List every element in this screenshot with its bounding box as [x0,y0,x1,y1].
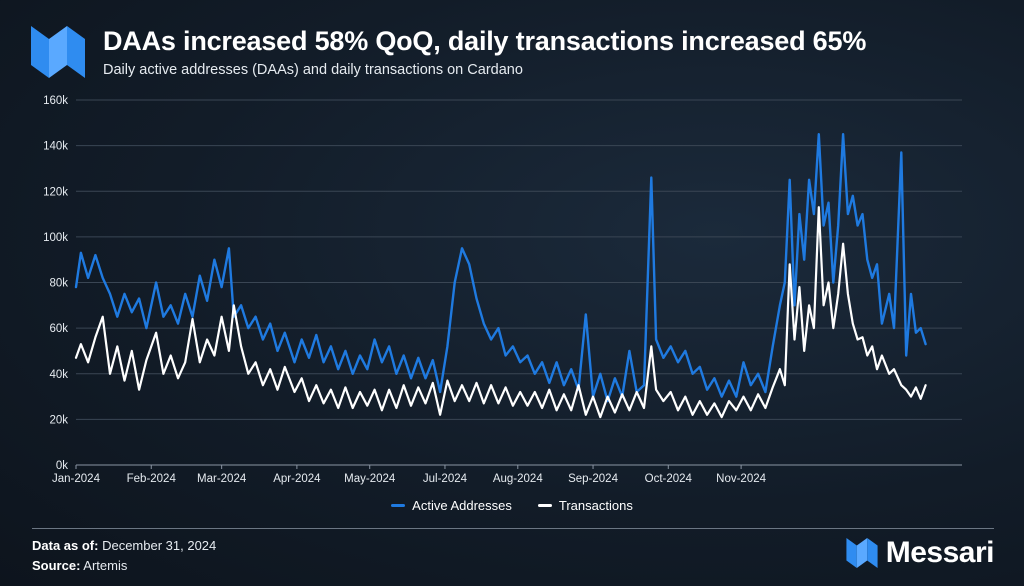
x-tick-label: Feb-2024 [127,473,177,485]
footer-divider [32,528,994,529]
x-tick-label: Nov-2024 [716,473,766,485]
legend-item-active-addresses[interactable]: Active Addresses [391,498,512,513]
y-tick-label: 100k [43,232,68,244]
y-tick-label: 40k [49,369,68,381]
legend-item-transactions[interactable]: Transactions [537,498,633,513]
brand: Messari [846,536,995,570]
legend-swatch-transactions [537,504,552,507]
source-label: Source: [32,558,81,573]
y-tick-label: 120k [43,186,68,198]
y-tick-label: 0k [56,460,68,472]
legend-swatch-active-addresses [391,504,406,507]
legend: Active Addresses Transactions [0,498,1024,513]
data-as-of-value: December 31, 2024 [98,538,217,553]
x-tick-label: Jul-2024 [423,473,468,485]
chart-subtitle: Daily active addresses (DAAs) and daily … [103,62,523,78]
y-tick-label: 140k [43,141,68,153]
x-tick-label: Aug-2024 [493,473,543,485]
y-tick-label: 80k [49,278,68,290]
x-tick-label: Mar-2024 [197,473,247,485]
x-tick-label: Jan-2024 [52,473,101,485]
source: Source: Artemis [32,558,127,573]
x-tick-label: May-2024 [344,473,396,485]
legend-label-transactions: Transactions [558,498,633,513]
legend-label-active-addresses: Active Addresses [412,498,512,513]
data-as-of-label: Data as of: [32,538,99,553]
chart-title: DAAs increased 58% QoQ, daily transactio… [103,26,867,56]
brand-name: Messari [885,536,995,569]
messari-brand-icon [846,538,878,568]
x-tick-label: Oct-2024 [645,473,693,485]
series-line-transactions [74,206,927,419]
messari-logo-icon [31,26,85,78]
y-tick-label: 60k [49,323,68,335]
x-tick-label: Apr-2024 [273,473,321,485]
series-line-active-addresses [74,133,927,403]
data-as-of: Data as of: December 31, 2024 [32,538,216,553]
y-tick-label: 20k [49,414,68,426]
y-tick-label: 160k [43,95,68,107]
source-value: Artemis [80,558,128,573]
x-tick-label: Sep-2024 [568,473,618,485]
